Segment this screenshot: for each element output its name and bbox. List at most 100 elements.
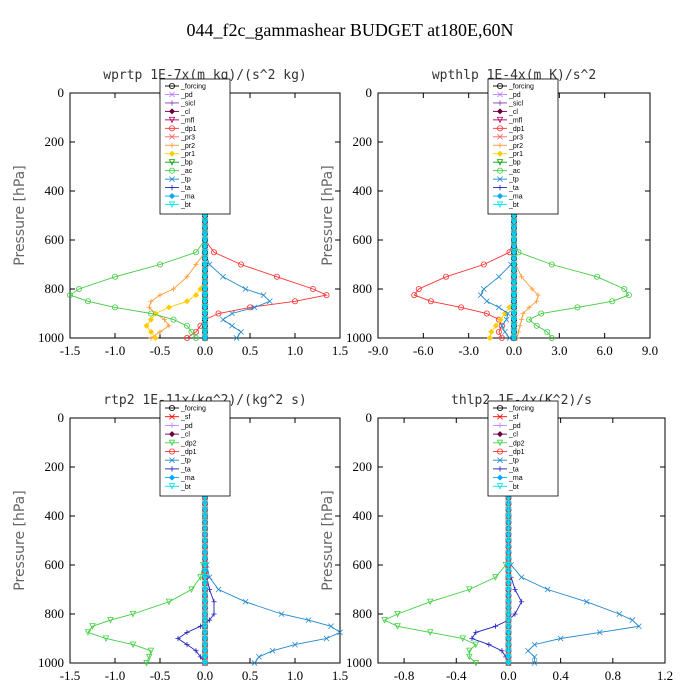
x-tick-label: 6.0 (597, 343, 613, 358)
data-point (183, 334, 190, 341)
data-point (458, 304, 465, 311)
x-tick-label: 1.0 (287, 668, 303, 683)
data-point (636, 623, 642, 630)
data-point (201, 604, 209, 612)
data-point (381, 617, 388, 624)
data-point (233, 335, 240, 341)
y-tick-label: 400 (45, 183, 65, 198)
data-point (201, 568, 209, 575)
data-point (201, 531, 209, 538)
legend-entry: _ta (165, 466, 191, 473)
legend-entry: _sf (165, 413, 190, 421)
legend-label: _forcing (508, 84, 534, 91)
y-tick-label: 600 (45, 557, 65, 572)
data-point (505, 568, 512, 575)
data-point (510, 328, 518, 336)
data-point (510, 322, 518, 330)
data-point (492, 322, 499, 329)
data-point (505, 586, 512, 593)
legend-entry: _pr2 (493, 142, 523, 150)
data-point (526, 304, 532, 310)
legend-entry: _ma (165, 474, 195, 482)
legend-entry: _sf (493, 413, 518, 421)
data-point (201, 298, 209, 305)
y-tick-label: 600 (353, 557, 373, 572)
legend-label: _dp2 (180, 440, 197, 447)
data-point (505, 592, 512, 600)
data-point (201, 660, 209, 667)
data-point (510, 267, 518, 275)
legend-entry: _mfl (165, 116, 195, 124)
data-point (496, 273, 502, 280)
legend-marker (497, 100, 503, 106)
data-point (102, 635, 110, 642)
data-point (466, 653, 473, 661)
data-point (510, 335, 518, 342)
data-point (152, 334, 159, 342)
y-tick-label: 0 (366, 410, 373, 425)
y-tick-label: 200 (353, 134, 373, 149)
data-point (557, 635, 564, 642)
legend-label: _ma (508, 475, 523, 482)
legend-label: _dp1 (180, 449, 197, 456)
legend-entry: _ma (493, 474, 523, 482)
data-point (201, 243, 209, 250)
data-point (505, 562, 512, 569)
legend-marker (496, 193, 504, 200)
legend-label: _bp (508, 160, 521, 167)
data-point (291, 298, 298, 305)
data-point (472, 660, 480, 667)
data-point (483, 310, 490, 317)
data-point (85, 298, 92, 305)
legend-entry: _pr1 (165, 150, 195, 158)
data-point (505, 660, 512, 667)
data-point (256, 653, 262, 660)
legend-marker (168, 431, 176, 438)
legend-entry: _pr1 (493, 150, 523, 158)
legend-label: _pr1 (508, 151, 523, 158)
legend-label: _mfl (508, 117, 523, 124)
data-point (533, 322, 540, 329)
legend-entry: _dp1 (165, 448, 197, 456)
legend-entry: _cl (493, 108, 518, 116)
x-tick-label: 0.0 (506, 343, 522, 358)
legend-marker (169, 176, 175, 183)
legend-marker (497, 422, 503, 428)
legend-label: _dp1 (508, 126, 525, 133)
legend-entry: _pr3 (165, 133, 195, 141)
data-point (201, 237, 209, 244)
legend-label: _tp (508, 177, 519, 184)
data-point (510, 298, 518, 305)
data-point (273, 273, 280, 280)
data-point (201, 647, 209, 655)
data-point (323, 635, 330, 642)
data-point (201, 316, 209, 324)
data-point (67, 292, 74, 299)
data-point (518, 274, 525, 280)
data-point (473, 629, 479, 635)
y-tick-label: 400 (45, 508, 65, 523)
legend-entry: _forcing (493, 404, 534, 413)
data-point (495, 328, 502, 335)
legend-label: _ta (180, 185, 191, 192)
data-point (148, 298, 154, 304)
data-point (251, 304, 258, 311)
data-point (165, 598, 173, 606)
legend-marker (169, 100, 175, 106)
data-point (201, 519, 209, 526)
data-point (531, 660, 538, 666)
legend-marker (496, 404, 503, 411)
data-point (502, 328, 508, 335)
data-point (328, 623, 334, 630)
data-point (145, 653, 153, 661)
data-point (237, 261, 244, 268)
y-axis-label: Pressure [hPa] (12, 490, 28, 590)
data-point (505, 611, 512, 618)
legend-entry: _ma (165, 193, 195, 201)
data-point (201, 224, 209, 232)
data-point (427, 298, 434, 305)
legend-entry: _cl (165, 431, 190, 439)
data-point (505, 635, 512, 642)
legend-marker (496, 167, 503, 174)
